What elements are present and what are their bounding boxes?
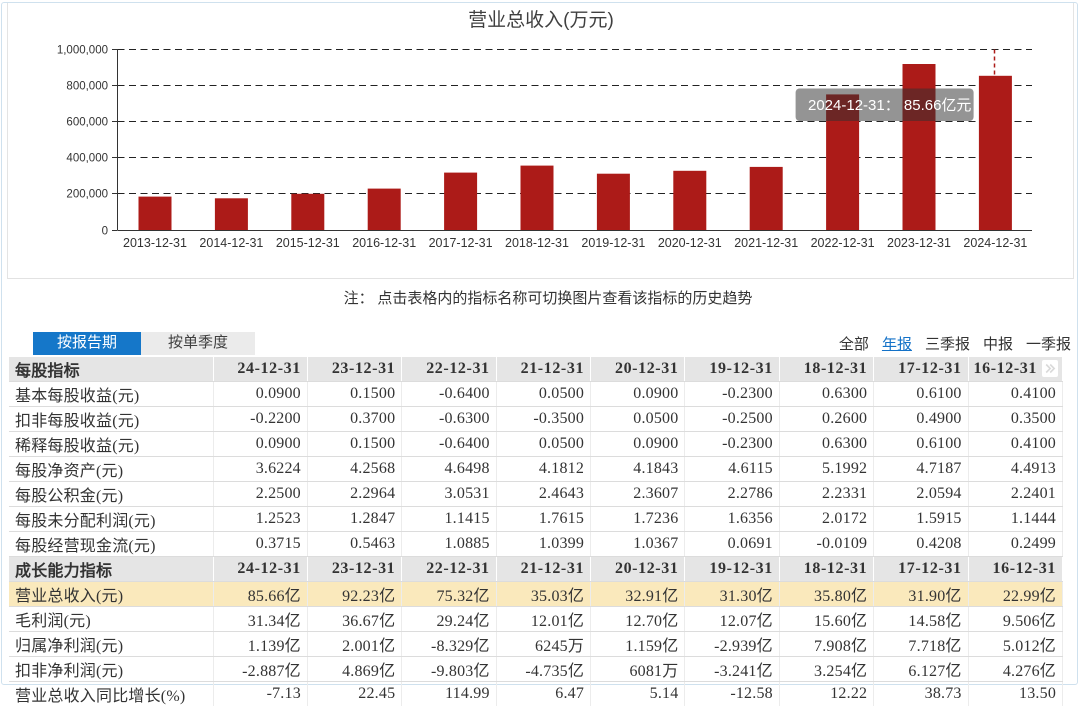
svg-text:1,000,000: 1,000,000: [57, 45, 108, 57]
svg-text:600,000: 600,000: [66, 117, 108, 129]
svg-text:营业总收入(万元): 营业总收入(万元): [468, 9, 614, 31]
svg-text:2014-12-31: 2014-12-31: [199, 236, 263, 250]
svg-text:2019-12-31: 2019-12-31: [581, 236, 645, 250]
svg-text:800,000: 800,000: [66, 81, 108, 93]
svg-text:2020-12-31: 2020-12-31: [658, 236, 722, 250]
svg-text:2023-12-31: 2023-12-31: [887, 236, 951, 250]
svg-text:2013-12-31: 2013-12-31: [123, 236, 187, 250]
svg-text:2017-12-31: 2017-12-31: [429, 236, 493, 250]
svg-text:2016-12-31: 2016-12-31: [352, 236, 416, 250]
svg-text:2024-12-31: 2024-12-31: [963, 236, 1027, 250]
svg-text:2022-12-31: 2022-12-31: [811, 236, 875, 250]
svg-text:2021-12-31: 2021-12-31: [734, 236, 798, 250]
svg-text:2018-12-31: 2018-12-31: [505, 236, 569, 250]
svg-text:2015-12-31: 2015-12-31: [276, 236, 340, 250]
svg-text:2024-12-31： 85.66亿元: 2024-12-31： 85.66亿元: [808, 97, 971, 114]
svg-text:0: 0: [102, 226, 108, 238]
svg-text:200,000: 200,000: [66, 189, 108, 201]
svg-text:400,000: 400,000: [66, 153, 108, 165]
